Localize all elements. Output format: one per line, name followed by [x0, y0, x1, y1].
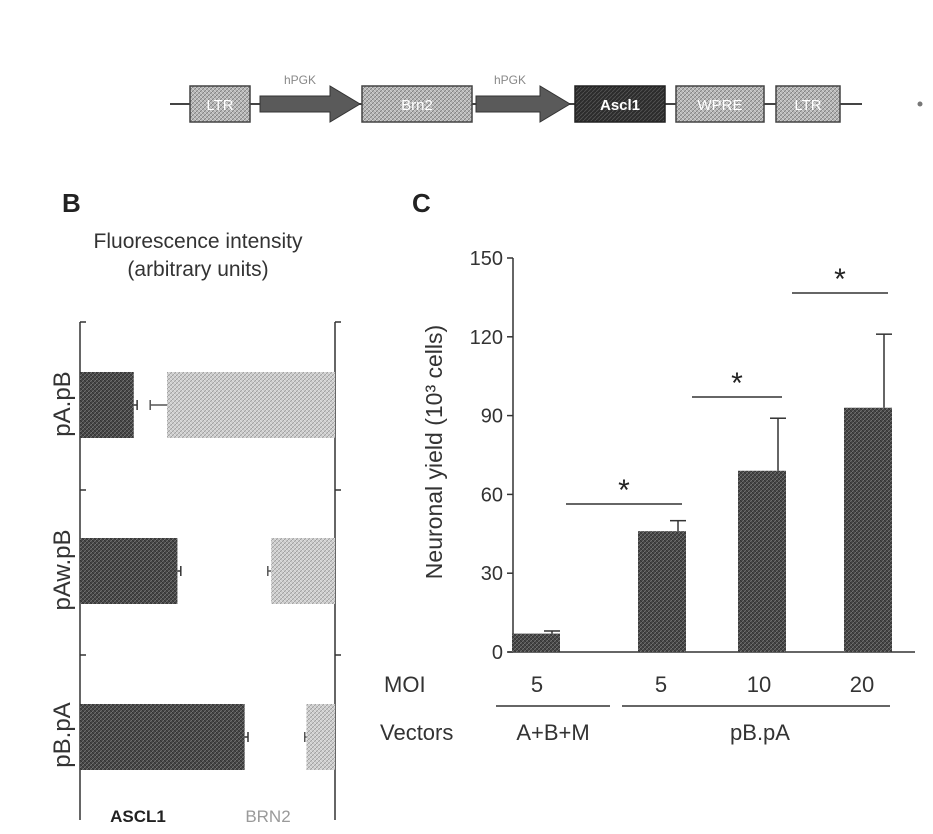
panel-b-category-1: pAw.pB [49, 530, 76, 611]
bar-moi-3 [844, 408, 892, 652]
y-tick-label-90: 90 [481, 406, 503, 428]
panel-c-vectors-label: Vectors [380, 720, 453, 745]
y-tick-label-120: 120 [470, 327, 503, 349]
panel-a-construct: LTR hPGK Brn2 hPGK Ascl1 WPRE LTR [170, 73, 923, 122]
significance-star-2: * [834, 263, 846, 296]
bar-moi-2 [738, 471, 786, 652]
bar-ascl1-pAw.pB [80, 538, 177, 604]
panel-c-vector-group-2: pB.pA [730, 720, 790, 745]
bar-moi-1 [638, 531, 686, 652]
panel-b-legend-ascl1: ASCL1 [110, 807, 166, 826]
y-tick-label-30: 30 [481, 563, 503, 585]
panel-c: C Neuronal yield (10³ cells) 0 30 60 90 120 1… [380, 188, 915, 745]
panel-b-title-line1: Fluorescence intensity [94, 230, 303, 253]
module-ascl1-label: Ascl1 [600, 97, 640, 114]
panel-c-moi-1: 5 [655, 672, 667, 697]
significance-star-1: * [731, 367, 743, 400]
panel-c-moi-2: 10 [747, 672, 771, 697]
bar-brn2-pB.pA [306, 704, 335, 770]
bar-moi-0 [512, 634, 560, 652]
panel-c-letter: C [412, 188, 431, 218]
bar-ascl1-pB.pA [80, 704, 245, 770]
y-tick-label-60: 60 [481, 484, 503, 506]
y-tick-label-0: 0 [492, 642, 503, 664]
significance-star-0: * [618, 474, 630, 507]
module-wpre-label: WPRE [698, 97, 743, 114]
panel-b-legend-brn2: BRN2 [245, 807, 290, 826]
module-ltr-right-label: LTR [794, 97, 821, 114]
panel-b-bars [80, 372, 335, 770]
promoter-arrow-2 [476, 86, 570, 122]
panel-c-moi-label: MOI [384, 672, 426, 697]
module-ltr-left-label: LTR [206, 97, 233, 114]
panel-c-y-ticks: 0 30 60 90 120 150 [470, 248, 513, 664]
bar-ascl1-pA.pB [80, 372, 134, 438]
panel-c-moi-3: 20 [850, 672, 874, 697]
promoter-arrow-1 [260, 86, 360, 122]
promoter-1-label: hPGK [284, 73, 316, 87]
panel-b: B Fluorescence intensity (arbitrary unit… [49, 188, 341, 826]
panel-c-vector-group-1: A+B+M [516, 720, 589, 745]
panel-c-moi-0: 5 [531, 672, 543, 697]
promoter-2-label: hPGK [494, 73, 526, 87]
bar-brn2-pA.pB [167, 372, 335, 438]
panel-c-significance: * * * [566, 263, 888, 507]
panel-b-letter: B [62, 188, 81, 218]
panel-b-category-2: pB.pA [49, 702, 76, 767]
y-tick-label-150: 150 [470, 248, 503, 270]
panel-c-bars [512, 334, 892, 652]
construct-end-dot [918, 102, 923, 107]
bar-brn2-pAw.pB [271, 538, 335, 604]
module-brn2-label: Brn2 [401, 97, 433, 114]
panel-b-category-0: pA.pB [49, 371, 76, 436]
figure-canvas: LTR hPGK Brn2 hPGK Ascl1 WPRE LTR B Fluo… [0, 0, 933, 834]
panel-b-title-line2: (arbitrary units) [127, 258, 268, 281]
panel-c-y-axis-label: Neuronal yield (10³ cells) [421, 325, 447, 579]
